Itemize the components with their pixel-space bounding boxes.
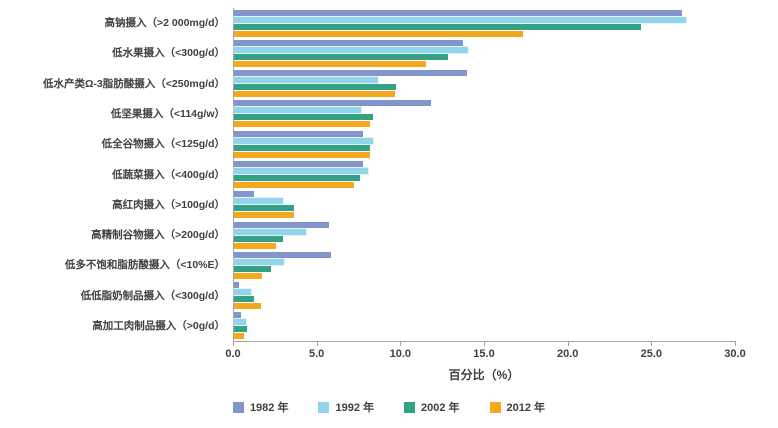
bar-2002 年-cat9 [234,265,271,272]
bar-2002 年-cat2 [234,53,449,60]
bar-1982 年-cat4 [234,100,432,107]
category-label: 低水产类Ω-3脂肪酸摄入（<250mg/d） [43,77,225,90]
category-label: 低水果摄入（<300g/d） [112,47,225,60]
x-tick-label: 25.0 [640,348,663,360]
bar-1992 年-cat3 [234,77,378,84]
x-tick-label: 0.0 [225,348,241,360]
x-tick-mark [316,342,318,346]
bar-1992 年-cat7 [234,198,283,205]
legend-item: 1982 年 [232,399,289,415]
bar-1982 年-cat1 [234,9,683,16]
legend-item: 1992 年 [318,399,374,415]
chart-legend: 1982 年 1992 年 2002 年 2012 年 [0,399,778,415]
category-label: 低全谷物摄入（<125g/d） [101,138,225,151]
y-axis-line [233,8,234,341]
x-axis-title: 百分比（%） [448,368,520,382]
category-label: 低多不饱和脂肪酸摄入（<10%E） [64,259,225,272]
bar-1982 年-cat11 [234,312,241,319]
x-tick-label: 30.0 [724,348,746,360]
legend-swatch [489,401,501,413]
bar-2002 年-cat4 [234,114,373,121]
category-label: 高加工肉制品摄入（>0g/d） [92,319,225,332]
legend-swatch [404,401,415,413]
bar-1992 年-cat8 [234,228,306,235]
bar-2002 年-cat3 [234,84,397,91]
bar-1982 年-cat2 [234,39,464,46]
bar-2012 年-cat7 [234,212,295,219]
x-tick-mark [484,342,485,346]
category-label: 高精制谷物摄入（>200g/d） [91,229,225,242]
bar-2012 年-cat3 [234,91,395,98]
x-tick-mark [651,342,653,346]
bar-1992 年-cat1 [234,16,686,23]
legend-item: 2012 年 [489,399,546,415]
legend-item: 2002 年 [404,399,460,415]
bar-2012 年-cat9 [234,272,263,279]
bar-2002 年-cat7 [234,205,295,212]
legend-swatch [318,401,330,413]
x-axis-line [233,341,736,342]
bar-1982 年-cat9 [234,251,332,258]
bar-1992 年-cat10 [234,289,251,296]
bar-1992 年-cat9 [234,258,285,265]
bar-2002 年-cat1 [234,23,641,30]
bar-2012 年-cat2 [234,60,427,67]
bar-1992 年-cat6 [234,167,368,174]
category-label: 高红肉摄入（>100g/d） [112,198,225,211]
bar-1982 年-cat7 [234,191,255,198]
x-tick-mark [233,342,234,346]
bar-2012 年-cat5 [234,151,370,158]
legend-label: 1992 年 [335,402,374,414]
bar-2012 年-cat10 [234,303,261,310]
bar-2012 年-cat4 [234,121,370,128]
x-tick-label: 20.0 [556,348,579,360]
bar-2012 年-cat8 [234,242,276,249]
x-tick-mark [567,342,569,346]
bar-2012 年-cat6 [234,181,355,188]
category-label: 低低脂奶制品摄入（<300g/d） [80,289,225,302]
bar-1992 年-cat11 [234,319,246,326]
bar-2002 年-cat11 [234,326,248,333]
x-tick-label: 5.0 [309,348,325,360]
bar-1982 年-cat8 [234,221,330,228]
bar-2012 年-cat1 [234,30,524,37]
bar-2012 年-cat11 [234,333,245,340]
x-tick-mark [735,342,736,346]
category-label: 低蔬菜摄入（<400g/d） [112,168,225,181]
bar-1982 年-cat10 [234,282,240,289]
bar-1982 年-cat5 [234,130,363,137]
bar-2002 年-cat10 [234,296,255,303]
legend-label: 2012 年 [506,402,546,414]
x-tick-mark [400,342,402,346]
category-label: 高钠摄入（>2 000mg/d） [104,17,226,30]
bar-2002 年-cat5 [234,144,370,151]
bar-1992 年-cat2 [234,46,469,53]
bar-1982 年-cat6 [234,160,363,167]
legend-label: 2002 年 [421,402,460,414]
bar-1992 年-cat5 [234,137,373,144]
bar-2002 年-cat6 [234,174,360,181]
legend-label: 1982 年 [249,402,289,414]
bar-2002 年-cat8 [234,235,283,242]
bar-1982 年-cat3 [234,70,467,77]
bar-1992 年-cat4 [234,107,362,114]
x-tick-label: 10.0 [389,348,412,360]
category-label: 低坚果摄入（<114g/w） [110,107,225,120]
legend-swatch [232,401,244,413]
x-tick-label: 15.0 [473,348,495,360]
